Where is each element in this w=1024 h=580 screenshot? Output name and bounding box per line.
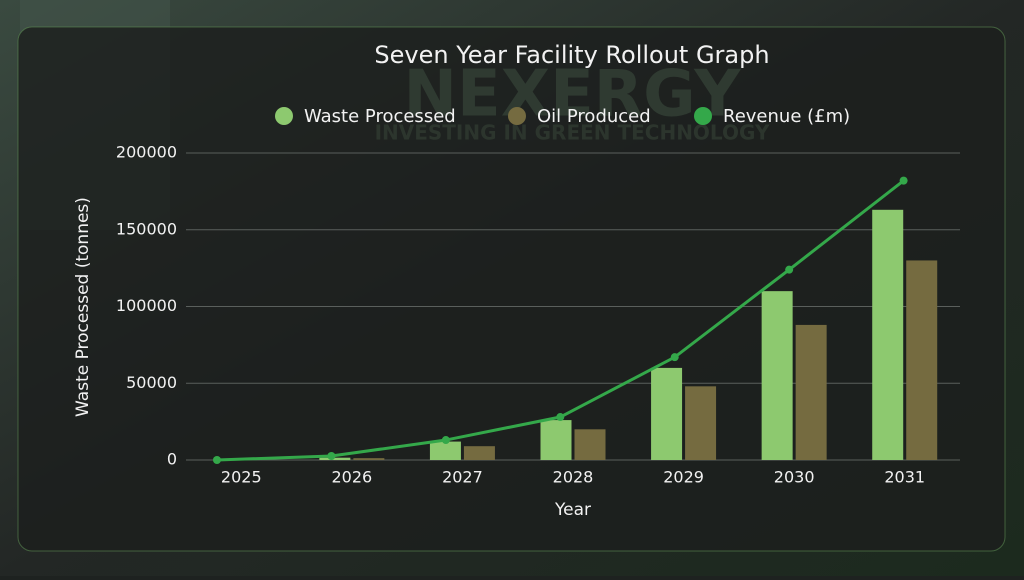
bar [906, 260, 938, 460]
y-tick-label: 0 [167, 450, 177, 469]
x-axis-title: Year [554, 500, 591, 520]
bar [540, 420, 572, 460]
y-tick-label: 100000 [116, 296, 177, 315]
legend-label: Revenue (£m) [723, 106, 850, 127]
line-point [327, 452, 336, 461]
y-tick-label: 200000 [116, 143, 177, 162]
x-tick-label: 2027 [442, 468, 483, 487]
x-tick-label: 2031 [884, 468, 925, 487]
line-point [785, 265, 794, 274]
bar [353, 458, 385, 460]
legend-swatch [508, 107, 526, 125]
legend-label: Oil Produced [537, 106, 651, 127]
bar [319, 457, 351, 460]
bar [872, 209, 904, 460]
line-point [441, 436, 450, 445]
legend-label: Waste Processed [304, 106, 456, 127]
bar [429, 441, 461, 460]
y-tick-label: 150000 [116, 219, 177, 238]
bar [795, 324, 827, 460]
x-tick-label: 2026 [331, 468, 372, 487]
line-point [670, 353, 679, 362]
x-tick-label: 2029 [663, 468, 704, 487]
x-tick-label: 2028 [553, 468, 594, 487]
chart-title: Seven Year Facility Rollout Graph [374, 41, 769, 69]
legend-swatch [694, 107, 712, 125]
x-tick-label: 2025 [221, 468, 262, 487]
bar [463, 446, 495, 460]
bar [761, 291, 793, 460]
x-tick-label: 2030 [774, 468, 815, 487]
y-tick-label: 50000 [126, 373, 177, 392]
bar [651, 367, 683, 460]
bar [685, 386, 717, 460]
y-axis-title: Waste Processed (tonnes) [73, 197, 93, 417]
line-point [212, 456, 221, 464]
line-point [556, 413, 565, 422]
watermark-logo: NEXERGY [403, 58, 741, 132]
bar [574, 429, 606, 460]
chart-card [17, 26, 1006, 552]
legend-swatch [275, 107, 293, 125]
line-point [899, 176, 908, 185]
